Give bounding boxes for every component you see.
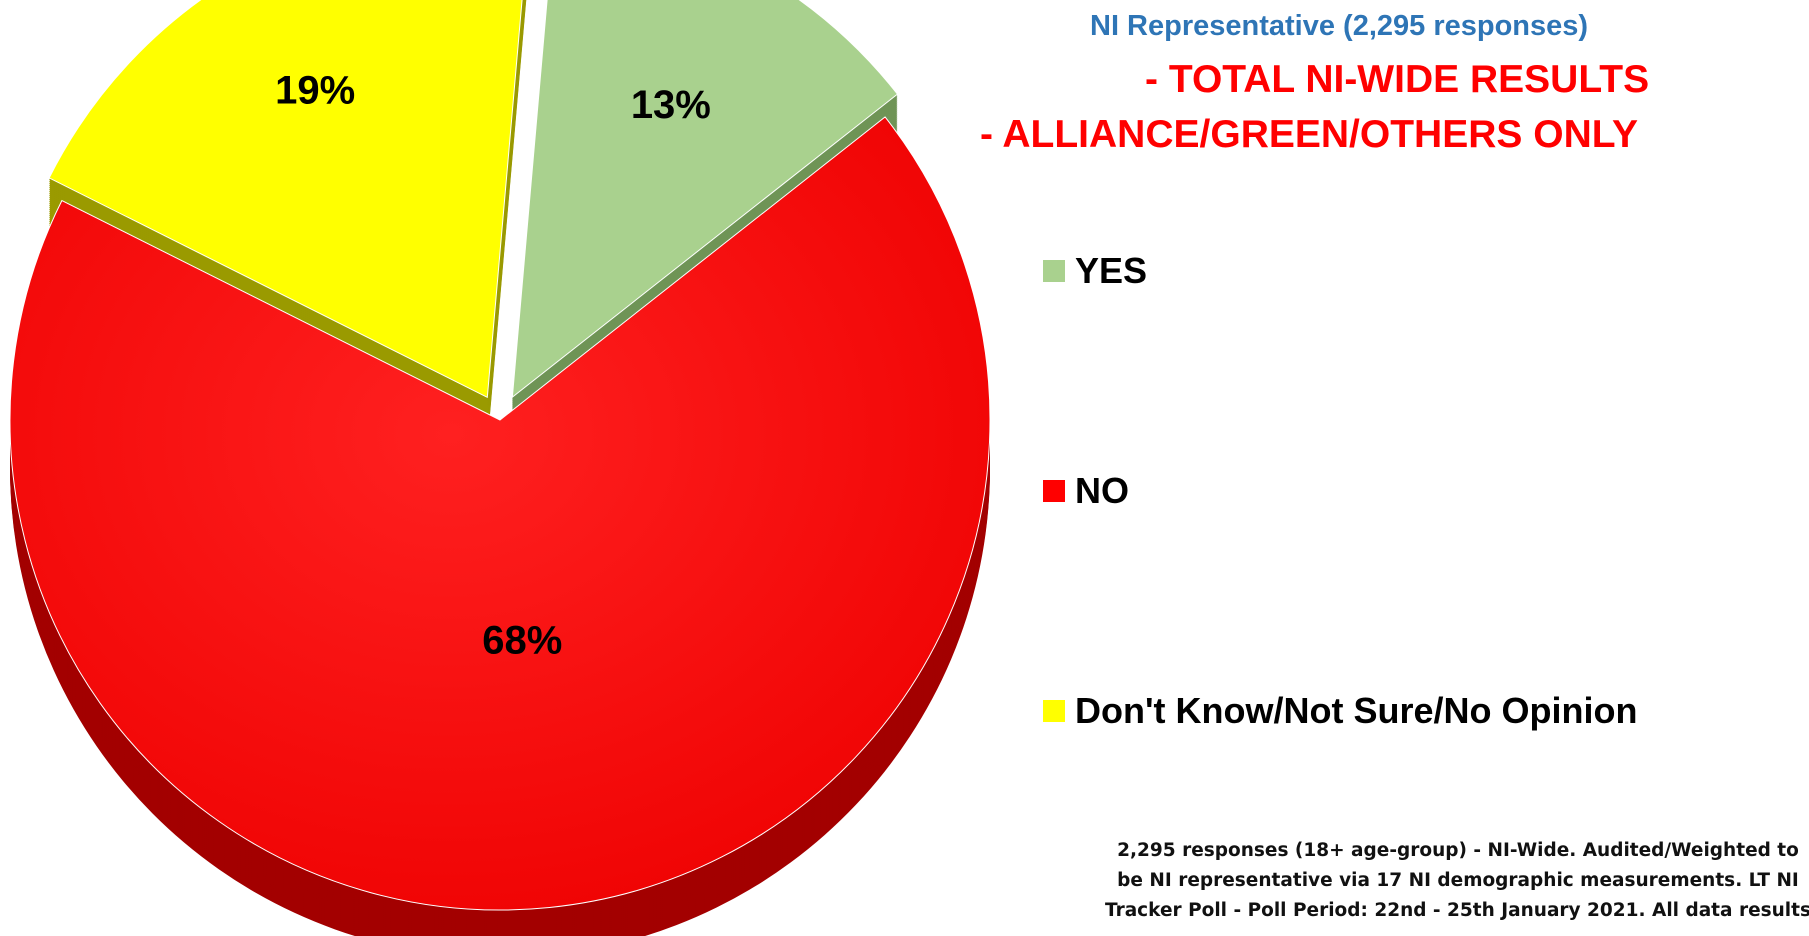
legend-swatch-yes [1043, 260, 1065, 282]
legend-item-yes: YES [1043, 250, 1147, 292]
legend-label-yes: YES [1075, 250, 1148, 291]
pie-slice-yes [511, 0, 899, 399]
pie-slice-dont-know [48, 0, 523, 399]
footnote-line-3: Tracker Poll - Poll Period: 22nd - 25th … [1104, 900, 1809, 921]
pie-label-yes: 13% [631, 83, 711, 127]
pie-slice-no [9, 116, 991, 911]
title-line-1: NI Representative (2,295 responses) [1090, 10, 1589, 42]
title-line-2: - TOTAL NI-WIDE RESULTS [1145, 58, 1650, 101]
legend-item-no: NO [1043, 470, 1129, 512]
legend-item-dont-know: Don't Know/Not Sure/No Opinion [1043, 690, 1637, 732]
pie-label-dont-know: 19% [275, 68, 355, 112]
title-line-3: - ALLIANCE/GREEN/OTHERS ONLY [980, 113, 1638, 156]
footnote: 2,295 responses (18+ age-group) - NI-Wid… [1078, 836, 1809, 926]
pie-label-no: 68% [482, 618, 562, 662]
legend-label-no: NO [1075, 470, 1129, 511]
footnote-line-2: be NI representative via 17 NI demograph… [1117, 870, 1799, 891]
legend-label-dont-know: Don't Know/Not Sure/No Opinion [1075, 690, 1638, 731]
legend-swatch-dont-know [1043, 700, 1065, 722]
footnote-line-1: 2,295 responses (18+ age-group) - NI-Wid… [1117, 840, 1799, 861]
legend-swatch-no [1043, 480, 1065, 502]
